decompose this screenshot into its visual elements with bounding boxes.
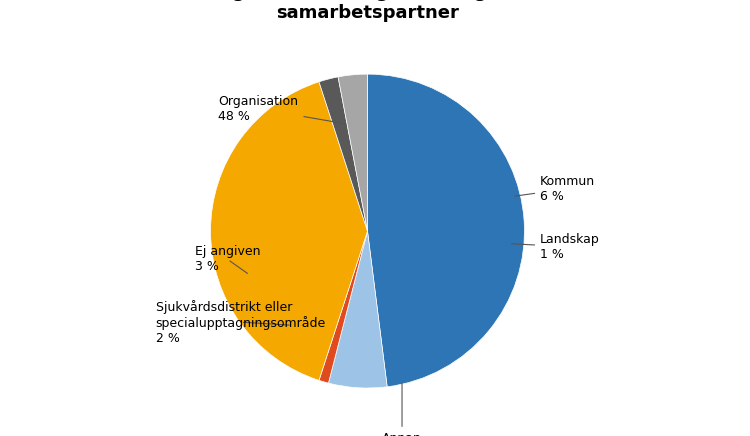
Wedge shape [211,82,368,380]
Title: Hud-, allergi- och andningshälsoorganisationer:
samarbetspartner: Hud-, allergi- och andningshälsoorganisa… [126,0,609,22]
Text: Ej angiven
3 %: Ej angiven 3 % [195,245,260,273]
Text: Kommun
6 %: Kommun 6 % [514,175,596,203]
Wedge shape [338,74,368,231]
Text: Sjukvårdsdistrikt eller
specialupptagningsområde
2 %: Sjukvårdsdistrikt eller specialupptagnin… [155,300,326,345]
Wedge shape [328,231,387,388]
Text: Annan
40 %: Annan 40 % [382,383,422,436]
Wedge shape [368,74,524,387]
Wedge shape [319,231,368,383]
Text: Organisation
48 %: Organisation 48 % [218,95,346,124]
Wedge shape [319,77,368,231]
Text: Landskap
1 %: Landskap 1 % [512,233,600,261]
